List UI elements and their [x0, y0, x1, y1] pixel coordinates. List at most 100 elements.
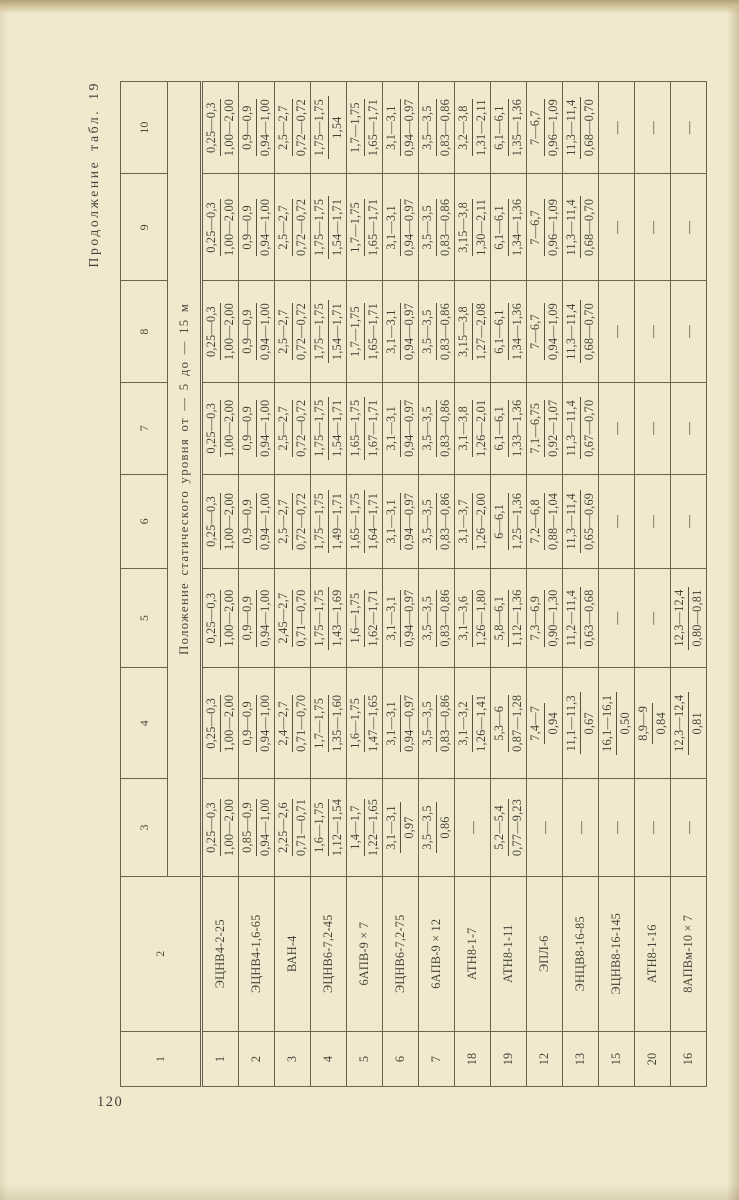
fraction-denominator: 0,96—1,09 [546, 198, 560, 256]
empty-dash: — [644, 121, 660, 135]
fraction-numerator: 0,9—0,9 [240, 303, 257, 361]
data-cell: 3,1—3,1 0,97 [382, 778, 419, 877]
fraction-numerator: 3,1—3,7 [456, 492, 473, 550]
fraction-numerator: 0,9—0,9 [240, 198, 257, 256]
fraction: 0,9—0,9 0,94—1,00 [240, 99, 273, 157]
fraction: 3,1—3,8 1,26—2,01 [456, 399, 489, 457]
empty-dash: — [608, 421, 624, 435]
data-cell: 2,5—2,7 0,72—0,72 [274, 173, 311, 281]
fraction-numerator: 3,1—3,1 [384, 303, 401, 361]
table-continuation-title: Продолжение табл. 19 [86, 81, 101, 268]
fraction: 3,5—3,5 0,83—0,86 [420, 589, 453, 647]
fraction: 0,25—0,3 1,00—2,00 [204, 399, 237, 457]
fraction: 0,25—0,3 1,00—2,00 [204, 99, 237, 157]
fraction-numerator: 11,2—11,4 [564, 586, 581, 650]
data-cell: 11,2—11,4 0,63—0,68 [562, 568, 599, 668]
fraction: 1,75—1,75 1,54—1,71 [312, 300, 345, 364]
row-number-cell: 2 [238, 1031, 275, 1087]
fraction-numerator: 0,9—0,9 [240, 589, 257, 647]
fraction-denominator: 1,47—1,65 [366, 694, 380, 752]
data-cell: — [526, 778, 563, 877]
fraction-numerator: 5,3—6 [492, 694, 509, 752]
fraction-denominator: 1,34—1,36 [510, 303, 524, 361]
fraction-denominator: 1,49—1,71 [330, 492, 344, 550]
fraction: 2,5—2,7 0,72—0,72 [276, 492, 309, 550]
fraction-denominator: 0,94—1,00 [258, 99, 272, 157]
fraction: 11,1—11,3 0,67 [564, 692, 597, 755]
pump-name-cell: ЭЦНВ4-1,6-65 [238, 876, 275, 1032]
fraction-numerator: 1,7—1,75 [348, 198, 365, 256]
fraction-denominator: 0,83—0,86 [438, 589, 452, 647]
fraction-denominator: 0,97 [402, 816, 416, 839]
data-cell: 3,1—3,8 1,26—2,01 [454, 382, 491, 475]
fraction-numerator: 3,1—3,1 [384, 802, 401, 853]
fraction: 0,85—0,9 0,94—1,00 [240, 798, 273, 857]
data-cell: 1,7—1,75 1,65—1,71 [346, 280, 383, 383]
data-cell: 0,9—0,9 0,94—1,00 [238, 173, 275, 281]
fraction-denominator: 0,77—9,23 [510, 798, 524, 857]
fraction-numerator: 3,1—3,2 [456, 694, 473, 752]
fraction: 2,5—2,7 0,72—0,72 [276, 399, 309, 457]
data-cell: 0,25—0,3 1,00—2,00 [201, 667, 239, 779]
fraction-numerator: 7—6,7 [528, 99, 545, 157]
data-cell: 11,3—11,4 0,68—0,70 [562, 280, 599, 383]
row-number-cell: 6 [382, 1031, 419, 1087]
fraction-denominator: 0,67—0,70 [582, 399, 596, 457]
fraction-numerator: 7,1—6,75 [528, 399, 545, 457]
empty-dash: — [680, 220, 696, 234]
fraction-denominator: 1,31—2,11 [474, 99, 488, 156]
data-cell: 0,25—0,3 1,00—2,00 [201, 280, 239, 383]
fraction-numerator: 2,5—2,7 [276, 99, 293, 157]
empty-dash: — [644, 324, 660, 339]
fraction-denominator: 0,72—0,72 [294, 399, 308, 457]
fraction: 5,2—5,4 0,77—9,23 [492, 798, 525, 857]
fraction-denominator: 0,96—1,09 [546, 99, 560, 157]
data-cell: — [670, 280, 707, 383]
fraction-numerator: 3,1—3,1 [384, 492, 401, 550]
fraction: 3,5—3,5 0,83—0,86 [420, 198, 453, 256]
data-cell: 3,1—3,6 1,26—1,80 [454, 568, 491, 668]
data-cell: 2,45—2,7 0,71—0,70 [274, 568, 311, 668]
data-cell: 1,65—1,75 1,64—1,71 [346, 474, 383, 569]
table-row: 12 ЭПЛ-6 — 7,4—7 0,94 7,3—6,9 0,90—1,30 7,2—6,8… [526, 81, 563, 1087]
fraction: 0,9—0,9 0,94—1,00 [240, 198, 273, 256]
fraction: 11,3—11,4 0,68—0,70 [564, 300, 597, 363]
data-cell: 7,2—6,8 0,88—1,04 [526, 474, 563, 569]
fraction-numerator: 1,75—1,75 [312, 195, 329, 259]
data-cell: 1,75—1,75 1,43—1,69 [310, 568, 347, 668]
fraction: 11,2—11,4 0,63—0,68 [564, 586, 597, 650]
fraction: 12,3—12,4 0,80—0,81 [672, 586, 705, 650]
data-cell: 3,1—3,1 0,94—0,97 [382, 173, 419, 281]
data-cell: 11,3—11,4 0,67—0,70 [562, 382, 599, 475]
fraction-numerator: 7,4—7 [528, 702, 545, 744]
col-header-5: 5 [120, 568, 168, 668]
fraction-denominator: 1,54—1,71 [330, 303, 344, 361]
fraction-numerator: 3,1—3,1 [384, 99, 401, 157]
fraction-numerator: 0,9—0,9 [240, 694, 257, 752]
data-cell: — [562, 778, 599, 877]
fraction: 1,65—1,75 1,64—1,71 [348, 489, 381, 553]
fraction: 3,1—3,1 0,94—0,97 [384, 492, 417, 550]
fraction-denominator: 0,94—1,00 [258, 303, 272, 361]
empty-dash: — [680, 121, 696, 135]
table-row: 4 ЭЦНВ6-7,2-45 1,6—1,75 1,12—1,54 1,7—1,75 1,… [310, 81, 347, 1087]
fraction: 1,6—1,75 1,47—1,65 [348, 694, 381, 752]
table-row: 1 ЭЦНВ4-2-25 0,25—0,3 1,00—2,00 0,25—0,3 1,00… [201, 81, 239, 1087]
fraction: 2,45—2,7 0,71—0,70 [276, 589, 309, 647]
fraction: 1,7—1,75 1,35—1,60 [312, 694, 345, 752]
fraction-denominator: 1,00—2,00 [222, 694, 236, 752]
fraction-numerator: 3,5—3,5 [420, 198, 437, 256]
col-header-3: 3 [120, 778, 168, 877]
fraction-numerator: 7,3—6,9 [528, 589, 545, 647]
fraction-denominator: 0,94 [546, 712, 560, 735]
static-level-span-header: Положение статического уровня от — 5 до … [167, 81, 202, 877]
col-header-6: 6 [120, 474, 168, 569]
fraction-numerator: 6,1—6,1 [492, 198, 509, 256]
fraction-denominator: 0,92—1,07 [546, 399, 560, 457]
fraction: 3,1—3,6 1,26—1,80 [456, 589, 489, 647]
data-cell: 1,75—1,75 1,54—1,71 [310, 382, 347, 475]
fraction-numerator: 11,1—11,3 [564, 692, 581, 755]
col-header-2: 2 [120, 876, 202, 1032]
fraction: 3,1—3,1 0,97 [384, 802, 417, 853]
fraction-denominator: 0,94—0,97 [402, 492, 416, 550]
